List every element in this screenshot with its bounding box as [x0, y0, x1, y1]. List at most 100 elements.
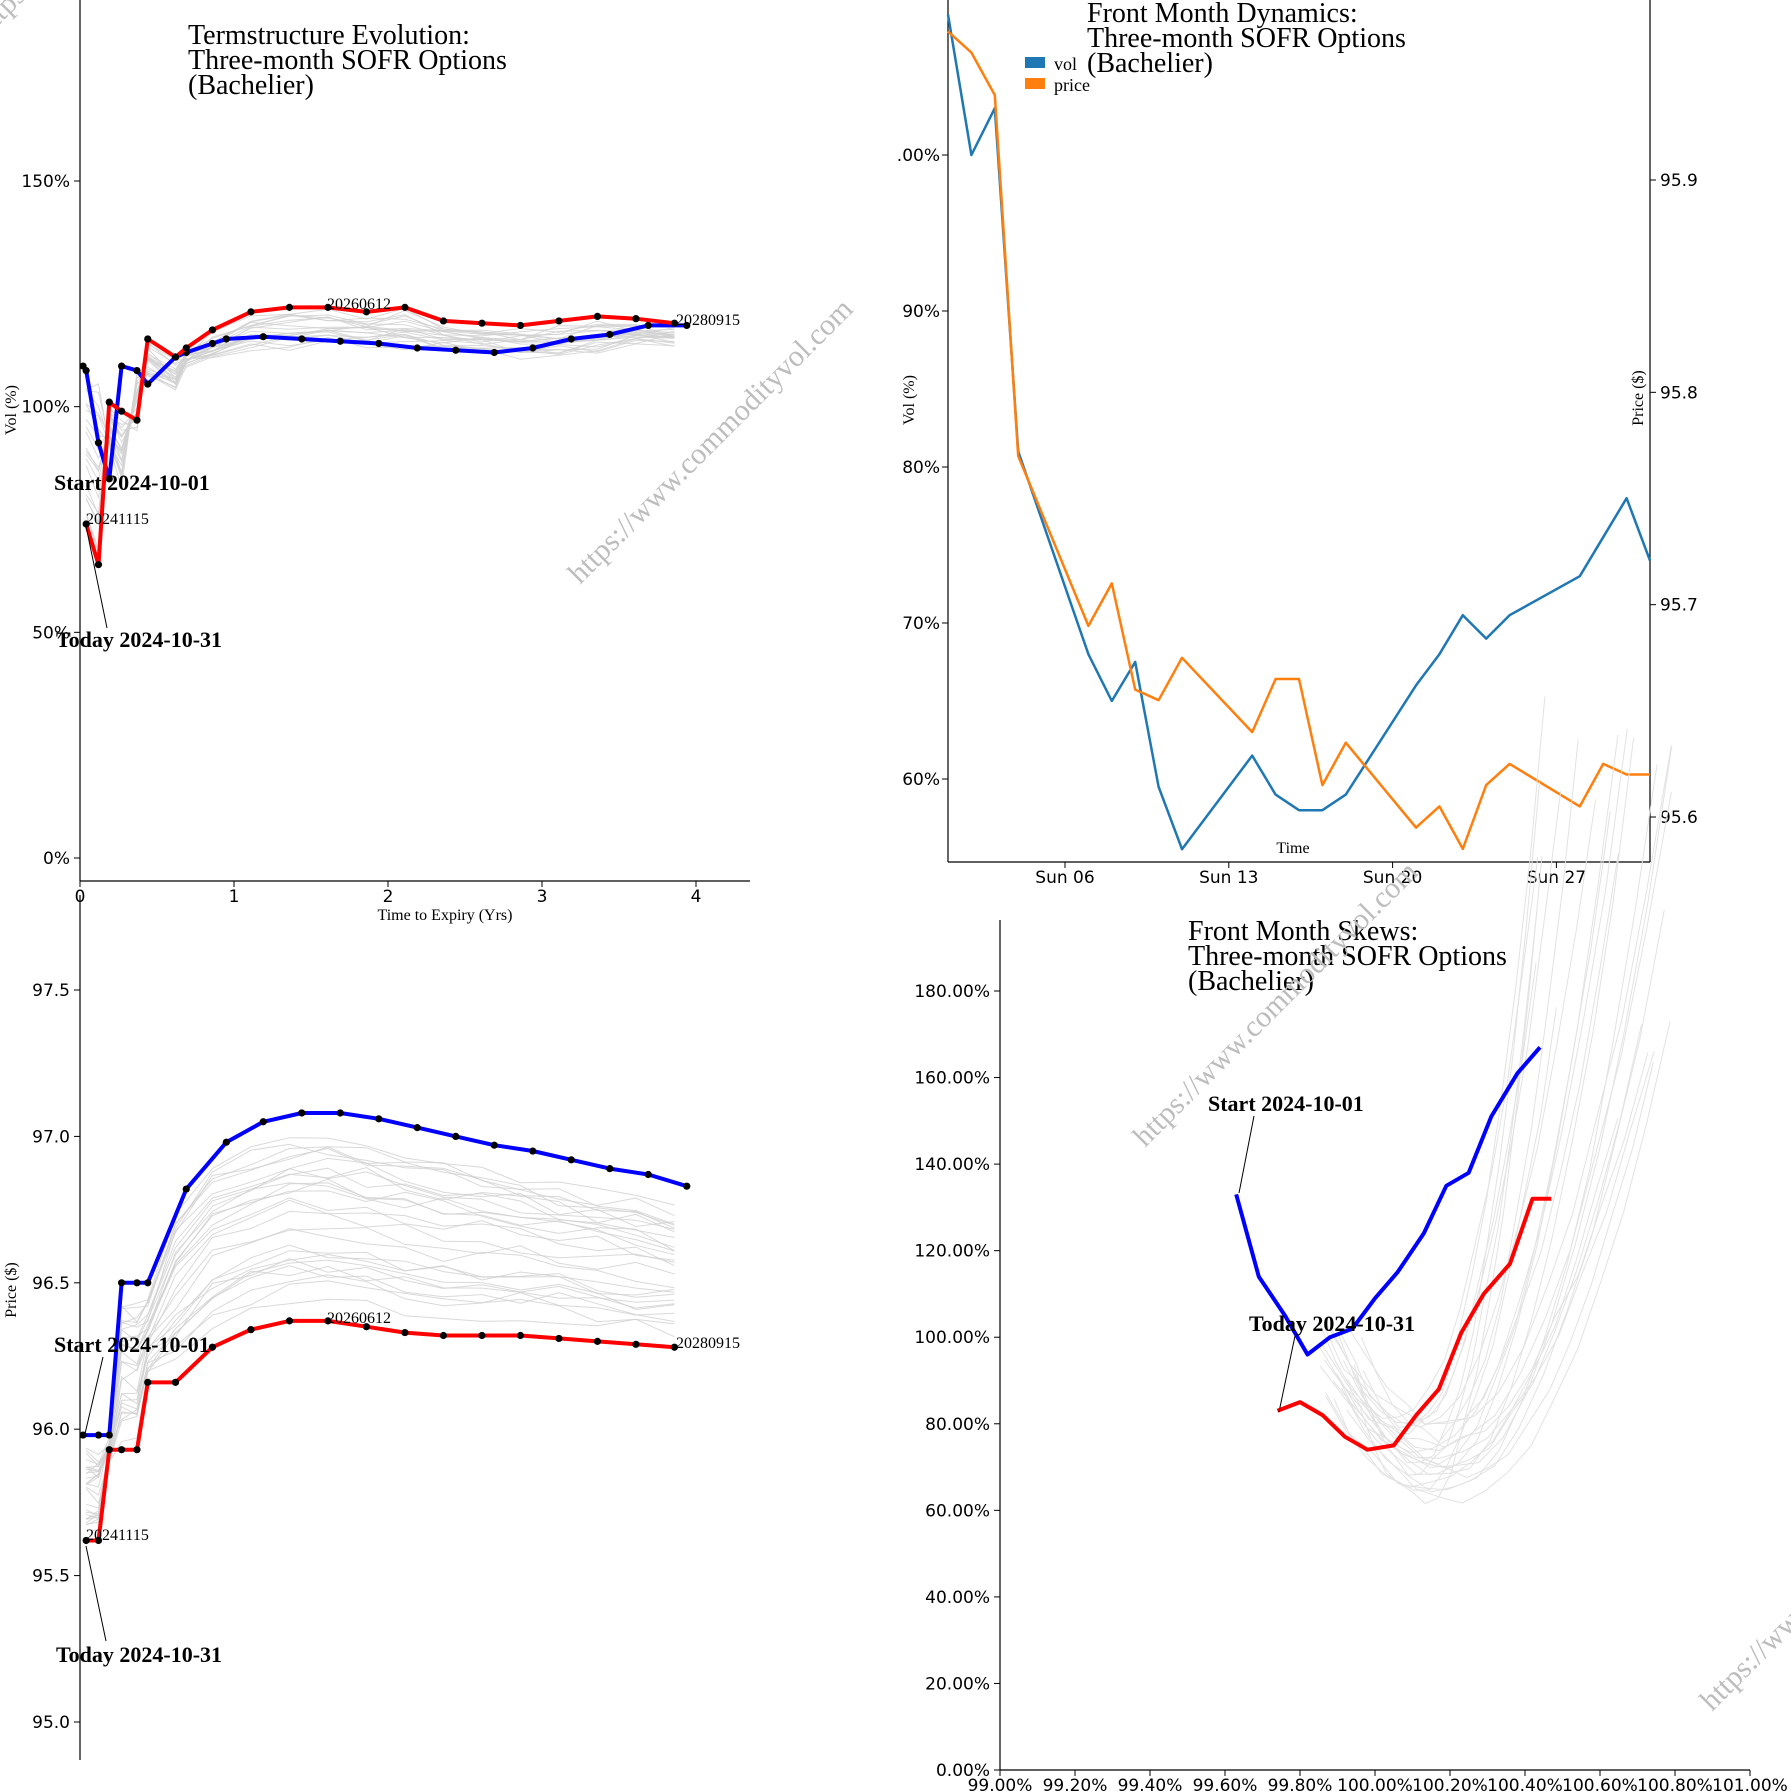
price-history-lines	[85, 1137, 675, 1531]
price-y-tick-1: 97.0	[32, 1127, 70, 1147]
price-point-0-15	[529, 1147, 537, 1155]
skew-start-annotation: Start 2024-10-01	[1208, 1091, 1364, 1116]
vol-point-1-14	[439, 317, 448, 325]
dyn-ticks: Sun 06 Sun 13 Sun 20 Sun 27 .00% 90% 80% 70% 60%…	[897, 146, 1698, 888]
skew-history-line-21	[1346, 1021, 1671, 1504]
vol-point-1-17	[555, 317, 563, 325]
vol-point-1-18	[593, 312, 602, 320]
skew-today-arrow	[1278, 1335, 1296, 1413]
dyn-x-tick-1: Sun 13	[1199, 868, 1258, 888]
price-history-line-18	[86, 1143, 675, 1465]
vol-y-tick-2: 100%	[21, 398, 70, 418]
vol-history-line-16	[85, 328, 675, 460]
skew-history-line-24	[1325, 745, 1672, 1425]
vol-history-lines	[85, 307, 675, 566]
skew-history-line-16	[1360, 856, 1543, 1505]
skew-x-tick-10: 101.00%	[1712, 1776, 1788, 1792]
price-point-0-4	[133, 1279, 141, 1287]
price-point-1-15	[516, 1331, 525, 1340]
price-label-20260612: 20260612	[327, 1310, 391, 1327]
skew-x-tick-6: 100.20%	[1412, 1776, 1488, 1792]
price-history-line-19	[85, 1146, 675, 1463]
vol-point-1-9	[247, 308, 255, 316]
vol-x-axis-title: Time to Expiry (Yrs)	[378, 907, 513, 924]
skew-y-tick-7: 40.00%	[925, 1588, 990, 1608]
dyn-title-line-2: Three-month SOFR Options	[1087, 23, 1406, 54]
price-history-line-8	[85, 1168, 675, 1475]
dyn-x-axis-title: Time	[1276, 840, 1309, 857]
vol-point-0-2	[94, 439, 103, 447]
vol-point-0-4	[117, 362, 126, 370]
skew-y-tick-1: 160.00%	[914, 1069, 990, 1089]
price-point-1-12	[401, 1328, 409, 1337]
price-point-1-2	[105, 1446, 113, 1454]
vol-point-1-16	[516, 321, 525, 330]
price-point-1-16	[555, 1334, 563, 1343]
skew-history-line-9	[1362, 1061, 1654, 1479]
skew-title-line-1: Front Month Skews:	[1188, 916, 1418, 947]
price-start-annotation: Start 2024-10-01	[54, 1332, 210, 1357]
vol-y-tick-3: 150%	[21, 172, 70, 192]
price-history-line-13	[85, 1182, 675, 1484]
price-point-1-11	[362, 1323, 371, 1331]
price-point-1-6	[171, 1378, 180, 1386]
dyn-series	[946, 14, 1652, 851]
legend-swatch-price	[1025, 78, 1045, 89]
vol-series-line-0	[81, 323, 687, 481]
dyn-y-tick-0: .00%	[897, 146, 940, 166]
dyn-title-line-3: (Bachelier)	[1087, 48, 1213, 79]
skew-history-line-14	[1323, 728, 1628, 1454]
vol-point-0-10	[222, 335, 230, 343]
price-point-0-17	[606, 1165, 614, 1173]
skew-x-tick-9: 100.80%	[1637, 1776, 1713, 1792]
price-label-20241115: 20241115	[86, 1527, 149, 1544]
skew-y-tick-3: 120.00%	[914, 1242, 990, 1262]
skew-series	[1234, 1045, 1552, 1452]
price-point-1-5	[144, 1378, 152, 1386]
price-history-line-23	[86, 1280, 675, 1525]
dyn-series-line-vol	[946, 14, 1652, 851]
vol-history-line-20	[85, 326, 675, 499]
price-y-tick-3: 96.0	[32, 1420, 70, 1440]
vol-label-20280915: 20280915	[676, 312, 740, 329]
vol-point-0-13	[336, 337, 344, 345]
vol-point-1-4	[133, 416, 141, 424]
vol-point-0-12	[298, 335, 306, 343]
skew-x-tick-7: 100.40%	[1487, 1776, 1563, 1792]
price-point-0-19	[683, 1182, 691, 1190]
price-point-0-6	[182, 1185, 190, 1193]
price-point-1-18	[632, 1340, 640, 1348]
dyn-y-tick-2: 80%	[902, 458, 940, 478]
vol-point-0-16	[452, 346, 460, 354]
price-history-line-4	[85, 1190, 675, 1485]
price-point-0-13	[452, 1132, 460, 1140]
skew-today-annotation: Today 2024-10-31	[1249, 1311, 1415, 1336]
legend-label-vol: vol	[1054, 54, 1077, 74]
vol-point-0-21	[644, 321, 652, 330]
vol-y-tick-0: 0%	[43, 849, 70, 869]
price-point-0-9	[298, 1109, 306, 1117]
price-history-line-26	[85, 1178, 675, 1486]
skew-history-line-13	[1333, 1007, 1557, 1491]
vol-point-0-22	[683, 321, 691, 330]
vol-history-line-1	[86, 338, 675, 488]
skew-x-tick-1: 99.20%	[1043, 1776, 1108, 1792]
vol-point-0-11	[259, 333, 267, 341]
skew-history-line-6	[1346, 737, 1635, 1476]
skew-y-tick-6: 60.00%	[925, 1501, 990, 1521]
legend-label-price: price	[1054, 75, 1090, 95]
dyn-y2-axis-title: Price ($)	[1630, 370, 1647, 426]
vol-today-annotation: Today 2024-10-31	[56, 627, 222, 652]
dyn-y2-tick-3: 95.6	[1660, 808, 1698, 828]
vol-series	[79, 303, 691, 569]
price-point-0-3	[117, 1279, 126, 1287]
vol-point-0-14	[375, 339, 383, 348]
price-point-0-5	[144, 1279, 152, 1287]
dyn-y2-tick-2: 95.7	[1660, 596, 1698, 616]
skew-series-line-0	[1234, 1045, 1542, 1357]
vol-today-arrow	[85, 525, 108, 629]
vol-point-1-5	[144, 335, 152, 343]
price-point-1-17	[593, 1337, 602, 1345]
price-point-1-13	[439, 1331, 448, 1340]
vol-point-1-2	[105, 398, 113, 406]
